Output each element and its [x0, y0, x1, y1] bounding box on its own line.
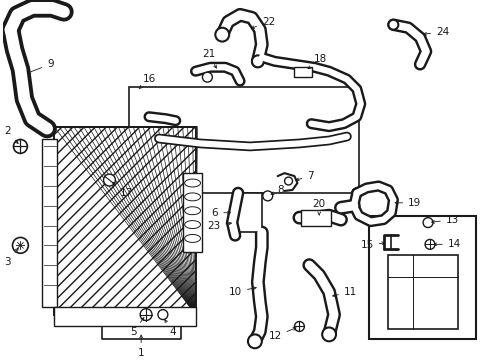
Text: 11: 11: [333, 287, 357, 297]
Text: 2: 2: [4, 126, 18, 144]
Bar: [389, 255, 458, 329]
Text: 7: 7: [296, 171, 314, 181]
Circle shape: [13, 238, 28, 253]
Text: 16: 16: [139, 74, 156, 89]
Text: 15: 15: [360, 240, 385, 250]
Circle shape: [423, 218, 433, 228]
Text: 21: 21: [202, 49, 217, 68]
Circle shape: [252, 55, 264, 67]
Bar: [183, 173, 202, 252]
Circle shape: [294, 321, 304, 332]
Text: 24: 24: [424, 27, 449, 37]
Bar: [294, 67, 312, 77]
Circle shape: [425, 239, 435, 249]
Circle shape: [389, 20, 398, 30]
Bar: [301, 210, 331, 226]
Text: 5: 5: [130, 318, 144, 337]
Circle shape: [103, 174, 116, 186]
Bar: [54, 127, 196, 315]
Circle shape: [248, 334, 262, 348]
Text: 3: 3: [4, 248, 18, 267]
Text: 13: 13: [432, 215, 459, 225]
Circle shape: [158, 310, 168, 320]
Text: 8: 8: [271, 185, 284, 195]
Circle shape: [140, 309, 152, 320]
Text: 12: 12: [269, 328, 296, 341]
Circle shape: [202, 72, 212, 82]
Text: 6: 6: [212, 208, 230, 218]
Circle shape: [285, 177, 293, 185]
Text: 14: 14: [434, 239, 461, 249]
Bar: [54, 127, 196, 315]
Text: 23: 23: [207, 221, 231, 230]
Circle shape: [322, 328, 336, 341]
Bar: [54, 307, 196, 327]
Circle shape: [14, 139, 27, 153]
Text: 10: 10: [229, 287, 256, 297]
Text: 20: 20: [313, 199, 326, 215]
Circle shape: [263, 191, 273, 201]
Text: 4: 4: [165, 320, 176, 337]
Text: 18: 18: [308, 54, 327, 69]
Polygon shape: [129, 87, 359, 193]
Bar: [368, 216, 475, 339]
Text: 9: 9: [28, 59, 54, 73]
Bar: [42, 139, 57, 307]
Text: 19: 19: [395, 198, 421, 208]
Text: 22: 22: [251, 17, 275, 29]
Text: 1: 1: [138, 335, 145, 358]
Circle shape: [215, 28, 229, 41]
Text: 17: 17: [112, 182, 133, 198]
Bar: [234, 193, 262, 233]
